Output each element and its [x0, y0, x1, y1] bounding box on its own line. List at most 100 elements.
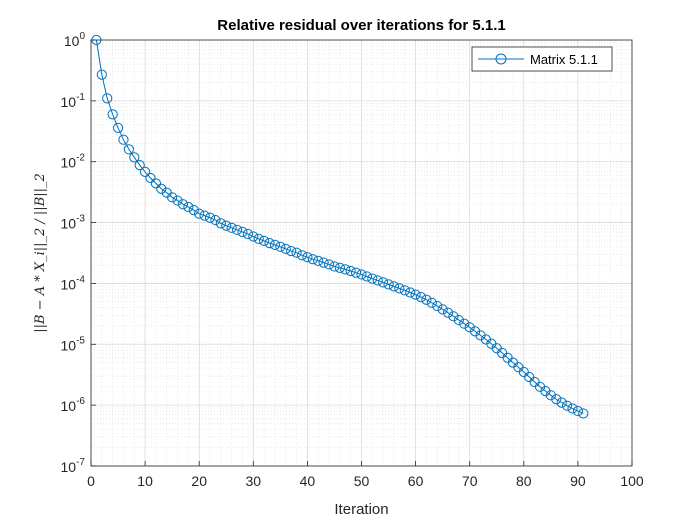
data-point — [551, 394, 562, 405]
data-point — [578, 408, 589, 419]
data-point — [421, 294, 432, 305]
x-tick-labels: 0 10 20 30 40 50 60 70 80 90 100 — [87, 473, 644, 489]
data-point — [291, 247, 302, 258]
data-point — [459, 318, 470, 329]
data-point — [399, 285, 410, 296]
data-point — [199, 210, 210, 221]
data-point — [432, 300, 443, 312]
x-tick-label: 70 — [462, 473, 478, 489]
data-point — [388, 281, 400, 292]
data-point — [242, 228, 253, 240]
x-tick-label: 100 — [620, 473, 644, 489]
y-tick-label: 10-1 — [61, 92, 86, 110]
data-point — [172, 195, 183, 206]
data-point — [329, 261, 340, 272]
legend: Matrix 5.1.1 — [471, 46, 613, 72]
tick-marks — [90, 39, 633, 467]
data-point — [231, 224, 243, 235]
data-point — [372, 275, 383, 286]
data-point — [340, 264, 351, 275]
data-point — [177, 199, 189, 210]
data-point — [334, 262, 345, 273]
legend-marker-swatch — [495, 53, 507, 65]
data-point — [394, 283, 405, 294]
data-point — [361, 271, 373, 282]
data-point — [405, 287, 416, 298]
data-point — [253, 233, 264, 244]
x-tick-label: 60 — [408, 473, 424, 489]
data-point — [545, 390, 556, 401]
data-point — [453, 314, 464, 326]
data-point — [275, 241, 286, 252]
data-point — [145, 172, 156, 184]
x-tick-label: 30 — [246, 473, 262, 489]
data-point — [318, 257, 329, 268]
chart-title: Relative residual over iterations for 5.… — [217, 17, 505, 34]
data-point — [259, 235, 270, 246]
data-point — [248, 231, 259, 242]
legend-entry-label: Matrix 5.1.1 — [530, 52, 598, 67]
data-point — [264, 237, 275, 249]
data-point — [210, 214, 221, 226]
data-point — [323, 259, 335, 270]
data-point — [112, 122, 124, 133]
data-point — [302, 252, 313, 263]
x-tick-label: 90 — [570, 473, 586, 489]
data-point — [286, 245, 297, 257]
y-tick-label: 10-5 — [61, 335, 86, 353]
data-point — [280, 243, 291, 254]
data-point — [107, 109, 118, 120]
data-point — [345, 265, 356, 277]
data-point — [129, 152, 140, 163]
y-tick-label: 100 — [64, 31, 86, 49]
x-tick-label: 20 — [191, 473, 207, 489]
data-point — [442, 307, 454, 318]
data-point — [96, 69, 107, 80]
data-point — [215, 218, 226, 229]
y-tick-label: 10-4 — [61, 274, 86, 292]
data-point — [183, 201, 194, 213]
y-tick-label: 10-7 — [61, 457, 86, 475]
x-tick-label: 80 — [516, 473, 532, 489]
y-tick-label: 10-3 — [61, 214, 86, 232]
data-point — [140, 166, 151, 178]
data-point — [470, 326, 481, 337]
x-tick-label: 0 — [87, 473, 95, 489]
data-point — [437, 304, 448, 315]
data-point — [426, 297, 437, 308]
data-point — [102, 93, 113, 104]
x-axis-label: Iteration — [334, 501, 388, 518]
data-point — [188, 205, 199, 216]
data-point — [118, 134, 129, 145]
data-point — [226, 222, 237, 233]
y-tick-label: 10-2 — [61, 153, 86, 171]
data-point — [378, 277, 389, 288]
data-point — [237, 226, 248, 238]
data-point — [561, 400, 573, 411]
data-point — [156, 183, 167, 194]
series-line — [95, 39, 584, 414]
data-point — [567, 403, 578, 414]
y-tick-labels: 100 10-1 10-2 10-3 10-4 10-5 10-6 10-7 — [61, 31, 86, 475]
data-point — [269, 239, 281, 250]
y-tick-label: 10-6 — [61, 396, 86, 414]
data-point — [307, 254, 318, 265]
data-point — [415, 292, 427, 303]
x-tick-label: 50 — [354, 473, 370, 489]
y-axis-label: ||B − A * X_i||_2 / ||B||_2 — [33, 173, 48, 333]
x-tick-label: 40 — [300, 473, 316, 489]
data-point — [410, 289, 421, 300]
data-point — [556, 397, 567, 408]
x-tick-label: 10 — [137, 473, 153, 489]
data-point — [150, 178, 162, 189]
data-point — [134, 159, 145, 171]
data-point — [123, 144, 134, 155]
data-point — [194, 208, 205, 219]
data-point — [367, 273, 378, 284]
data-point — [383, 279, 394, 290]
data-point — [221, 220, 232, 231]
data-point — [313, 255, 324, 266]
data-point — [296, 250, 308, 261]
data-point — [350, 267, 362, 278]
